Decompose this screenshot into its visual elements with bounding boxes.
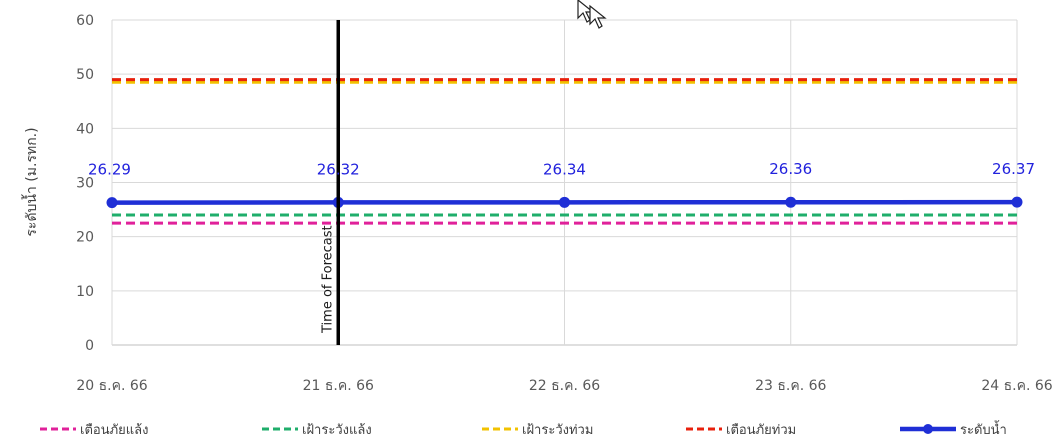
water-level-point	[785, 196, 797, 208]
legend-marker	[923, 424, 933, 434]
data-label: 26.34	[543, 160, 586, 178]
legend-item: เฝ้าระวังท่วม	[482, 423, 593, 438]
data-labels: 26.29 26.32 26.34 26.36 26.37	[88, 160, 1035, 178]
legend-item: เฝ้าระวังแล้ง	[262, 423, 372, 438]
legend-item: เตือนภัยแล้ง	[40, 422, 148, 438]
y-tick-label: 30	[76, 176, 94, 192]
water-level-point	[106, 197, 118, 209]
legend-label: เฝ้าระวังท่วม	[522, 423, 593, 438]
y-tick-label: 50	[76, 67, 94, 83]
data-label: 26.32	[317, 160, 360, 178]
y-tick-label: 40	[76, 121, 94, 137]
legend-item: เตือนภัยท่วม	[686, 422, 796, 438]
grid-lines	[111, 19, 1018, 346]
legend-label: เตือนภัยแล้ง	[80, 422, 148, 438]
forecast-marker: Time of Forecast	[320, 20, 340, 345]
y-axis-label: ระดับน้ำ (ม.รทก.)	[21, 127, 40, 236]
legend-label: ระดับน้ำ	[960, 420, 1007, 438]
x-tick-label: 22 ธ.ค. 66	[529, 378, 600, 394]
legend: เตือนภัยแล้ง เฝ้าระวังแล้ง เฝ้าระวังท่วม เต…	[40, 420, 1007, 438]
x-tick-label: 20 ธ.ค. 66	[76, 378, 147, 394]
forecast-label: Time of Forecast	[320, 225, 335, 334]
data-label: 26.37	[992, 160, 1035, 178]
data-label: 26.36	[769, 160, 812, 178]
water-level-point	[1011, 196, 1023, 208]
legend-label: เตือนภัยท่วม	[726, 422, 796, 438]
y-tick-label: 0	[85, 338, 94, 354]
legend-item: ระดับน้ำ	[900, 420, 1007, 438]
data-label: 26.29	[88, 161, 131, 179]
y-tick-label: 20	[76, 230, 94, 246]
x-tick-label: 23 ธ.ค. 66	[755, 378, 826, 394]
mouse-cursor-icon	[577, 0, 607, 29]
axis-ticks: 0 10 20 30 40 50 60 20 ธ.ค. 66 21 ธ.ค. 66 22 ธ.ค.…	[76, 13, 1053, 394]
x-tick-label: 24 ธ.ค. 66	[981, 378, 1052, 394]
water-level-point	[559, 196, 570, 208]
series-lines	[106, 78, 1023, 225]
legend-label: เฝ้าระวังแล้ง	[302, 423, 372, 438]
x-tick-label: 21 ธ.ค. 66	[303, 378, 374, 394]
y-tick-label: 60	[76, 13, 94, 29]
y-tick-label: 10	[76, 284, 94, 300]
